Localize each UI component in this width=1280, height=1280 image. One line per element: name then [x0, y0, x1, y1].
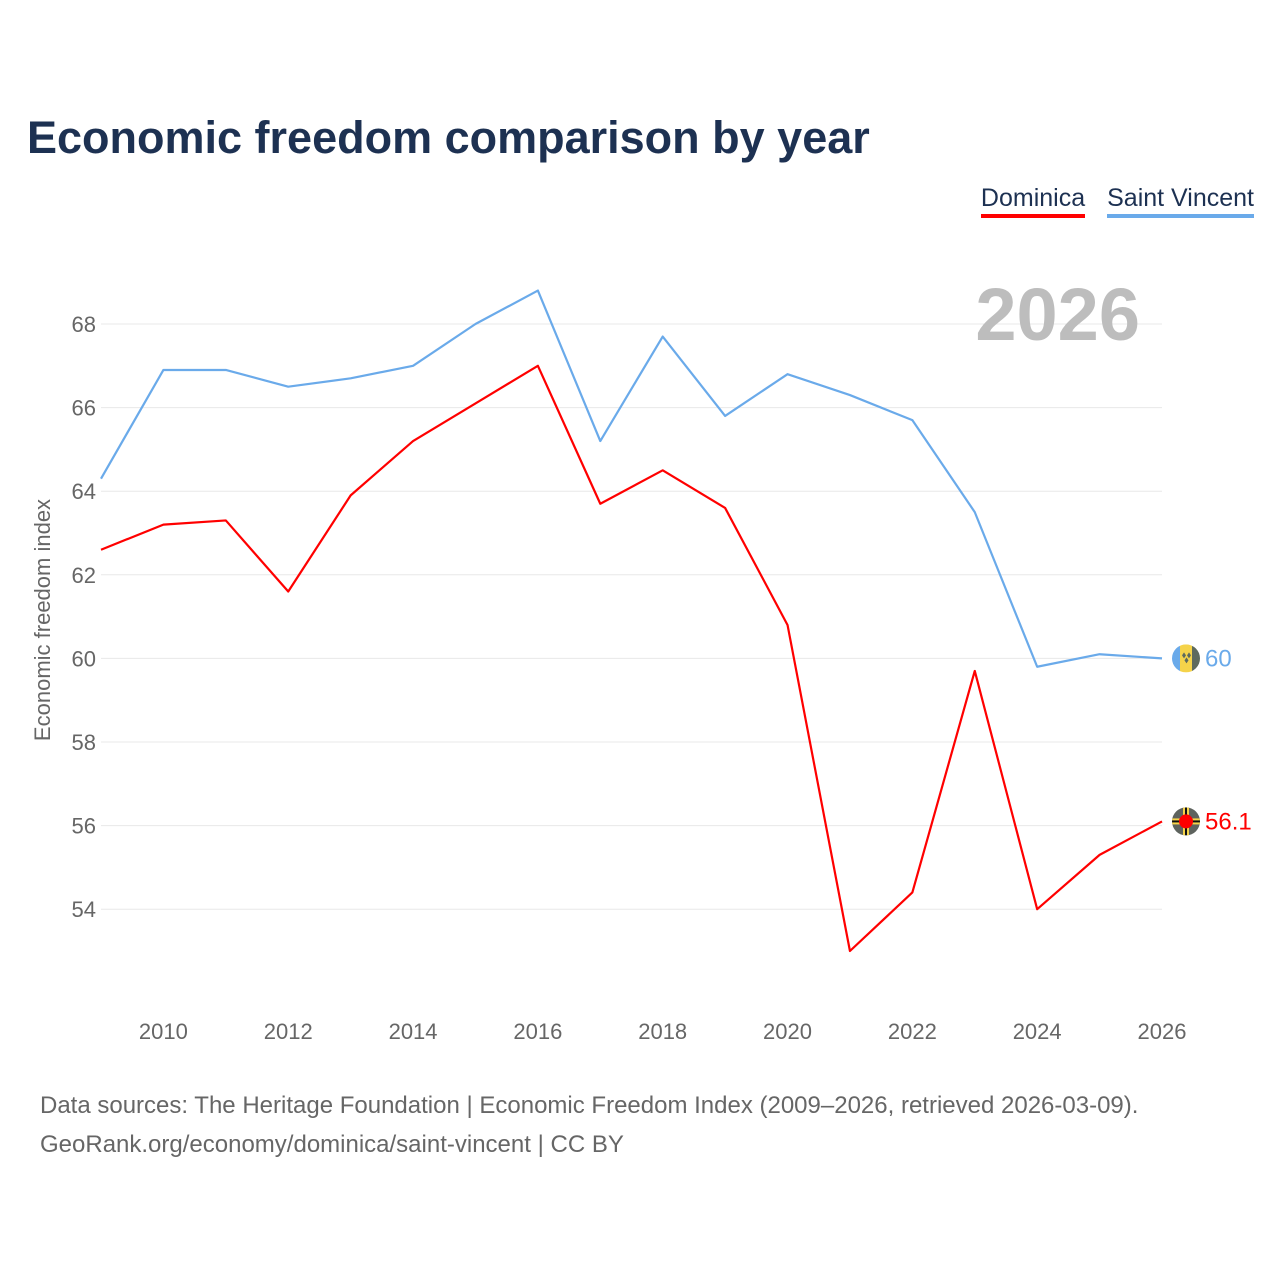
x-tick-label: 2022	[888, 1019, 937, 1044]
end-value-label: 56.1	[1205, 808, 1252, 835]
y-tick-label: 66	[72, 396, 96, 421]
end-value-label: 60	[1205, 645, 1232, 672]
y-tick-label: 68	[72, 312, 96, 337]
year-watermark: 2026	[975, 273, 1140, 356]
x-tick-label: 2016	[513, 1019, 562, 1044]
y-tick-label: 62	[72, 563, 96, 588]
source-link[interactable]: GeoRank.org/economy/dominica/saint-vince…	[40, 1131, 624, 1158]
x-tick-label: 2014	[389, 1019, 438, 1044]
chart-title: Economic freedom comparison by year	[27, 112, 870, 163]
y-tick-label: 54	[72, 897, 96, 922]
saint-vincent-flag-icon	[1172, 644, 1200, 673]
series-line-saint-vincent	[100, 289, 1163, 668]
series-line-dominica	[100, 364, 1163, 953]
footer: Data sources: The Heritage Foundation | …	[40, 1086, 1138, 1164]
legend-item-dominica[interactable]: Dominica	[980, 184, 1086, 218]
dominica-flag-icon	[1172, 807, 1200, 836]
x-tick-label: 2018	[638, 1019, 687, 1044]
data-source-text: Data sources: The Heritage Foundation | …	[40, 1092, 1139, 1119]
y-tick-label: 58	[72, 730, 96, 755]
x-tick-label: 2020	[763, 1019, 812, 1044]
x-tick-label: 2010	[139, 1019, 188, 1044]
legend-item-saint-vincent[interactable]: Saint Vincent	[1107, 184, 1254, 218]
y-tick-label: 60	[72, 646, 96, 671]
y-tick-label: 56	[72, 814, 96, 839]
y-axis-label: Economic freedom index	[30, 499, 55, 741]
legend: Dominica Saint Vincent	[980, 184, 1254, 218]
x-tick-label: 2012	[264, 1019, 313, 1044]
x-tick-label: 2026	[1138, 1019, 1187, 1044]
x-tick-label: 2024	[1013, 1019, 1062, 1044]
y-tick-label: 64	[72, 479, 96, 504]
